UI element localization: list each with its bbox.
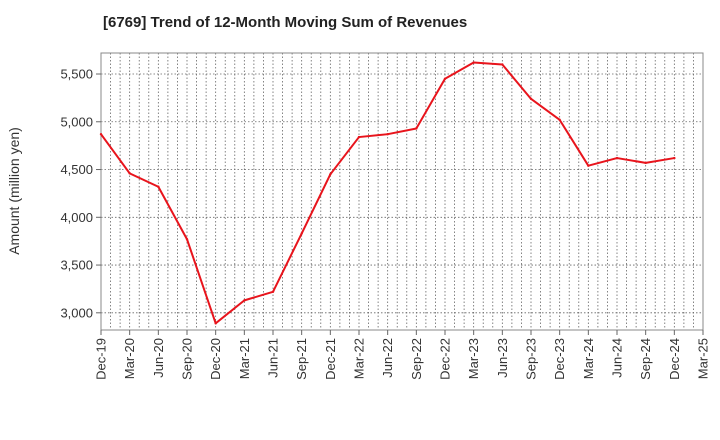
x-tick-label: Mar-22 bbox=[352, 338, 367, 379]
x-tick-label: Jun-22 bbox=[380, 338, 395, 378]
data-point bbox=[472, 61, 475, 64]
x-tick-label: Sep-22 bbox=[409, 338, 424, 380]
data-point bbox=[529, 97, 533, 101]
x-tick-label: Sep-24 bbox=[638, 338, 653, 380]
data-point bbox=[644, 161, 647, 165]
data-point bbox=[329, 173, 332, 176]
x-tick-label: Mar-20 bbox=[122, 338, 137, 379]
data-point bbox=[415, 127, 418, 130]
x-tick-label: Mar-24 bbox=[581, 338, 596, 379]
data-point bbox=[615, 156, 619, 160]
x-tick-label: Mar-23 bbox=[466, 338, 481, 379]
data-point bbox=[99, 132, 103, 136]
y-axis-ticks: 3,000 3,500 4,000 4,500 5,000 5,500 bbox=[60, 67, 101, 320]
data-point bbox=[157, 185, 160, 188]
x-axis-ticks: Dec-19 Mar-20 Jun-20 Sep-20 Dec-20 Mar-21 Jun-… bbox=[94, 330, 711, 380]
data-point bbox=[243, 299, 246, 302]
data-point bbox=[386, 132, 389, 136]
x-tick-label: Dec-20 bbox=[208, 338, 223, 380]
x-tick-label: Jun-23 bbox=[495, 338, 510, 378]
x-tick-label: Sep-20 bbox=[180, 338, 195, 380]
x-tick-label: Jun-21 bbox=[266, 338, 281, 378]
data-point bbox=[214, 322, 217, 325]
y-tick-label: 5,000 bbox=[60, 114, 93, 129]
y-axis-title: Amount (million yen) bbox=[6, 127, 22, 255]
x-tick-label: Dec-22 bbox=[438, 338, 453, 380]
data-point bbox=[271, 290, 275, 293]
data-point bbox=[443, 77, 447, 80]
x-tick-label: Jun-20 bbox=[151, 338, 166, 378]
x-tick-label: Mar-25 bbox=[696, 338, 711, 379]
plot-frame-layer bbox=[100, 52, 704, 331]
x-tick-label: Dec-23 bbox=[552, 338, 567, 380]
y-tick-label: 5,500 bbox=[60, 67, 93, 82]
y-tick-label: 3,500 bbox=[60, 258, 93, 273]
data-point bbox=[587, 164, 590, 167]
grid-layer bbox=[101, 53, 703, 330]
y-tick-label: 4,000 bbox=[60, 210, 93, 225]
y-tick-label: 3,000 bbox=[60, 305, 93, 320]
data-point bbox=[128, 172, 131, 175]
x-tick-label: Sep-23 bbox=[524, 338, 539, 380]
y-tick-label: 4,500 bbox=[60, 162, 93, 177]
data-point bbox=[185, 238, 189, 241]
x-tick-label: Dec-19 bbox=[94, 338, 109, 380]
x-tick-label: Dec-24 bbox=[667, 338, 682, 380]
chart-title: [6769] Trend of 12-Month Moving Sum of R… bbox=[103, 14, 468, 31]
data-point bbox=[673, 156, 676, 160]
data-point bbox=[300, 232, 303, 235]
data-point bbox=[558, 118, 561, 122]
x-tick-label: Mar-21 bbox=[237, 338, 252, 379]
plot-frame bbox=[100, 52, 704, 331]
series-layer bbox=[99, 61, 676, 325]
data-point bbox=[501, 63, 504, 66]
x-tick-label: Sep-21 bbox=[294, 338, 309, 380]
x-tick-label: Dec-21 bbox=[323, 338, 338, 380]
data-point bbox=[357, 135, 361, 139]
x-tick-label: Jun-24 bbox=[610, 338, 625, 378]
